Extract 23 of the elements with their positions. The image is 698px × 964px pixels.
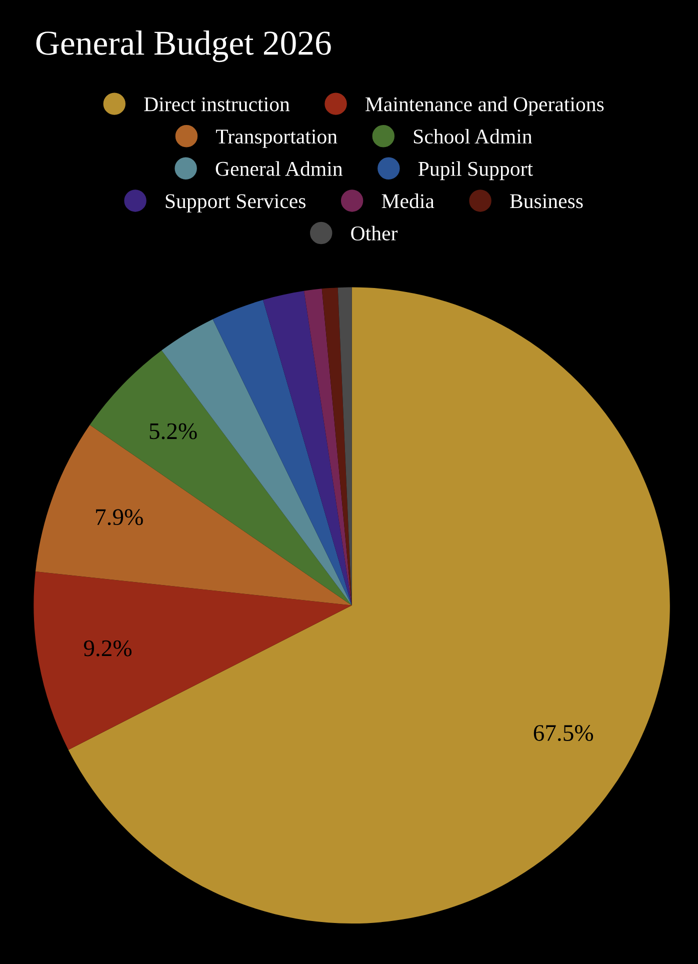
pie-slice: [68, 287, 670, 924]
legend-label: Business: [510, 194, 583, 208]
pie-slice: [263, 290, 352, 606]
pie-slice: [34, 571, 352, 750]
data-label: 5.2%: [150, 423, 197, 440]
legend-label: Pupil Support: [418, 161, 533, 180]
legend-label: Transportation: [216, 130, 338, 148]
pie-slice: [322, 288, 352, 606]
pie-slice: [90, 350, 352, 606]
legend-label: General Admin: [216, 161, 343, 176]
pie-slice: [35, 424, 352, 606]
pie-slice: [338, 287, 352, 606]
data-label: 9.2%: [84, 640, 132, 656]
legend-label: Maintenance and Operations: [366, 96, 604, 116]
legend-label: Media: [382, 194, 434, 208]
data-label: 67.5%: [534, 725, 594, 742]
pie-slice: [212, 300, 352, 606]
chart-title: General Budget 2026: [36, 30, 331, 62]
legend-label: Support Services: [166, 194, 306, 212]
legend-label: Direct instruction: [144, 97, 290, 112]
legend-label: School Admin: [414, 128, 532, 144]
legend-label: Other: [351, 226, 398, 240]
data-label: 7.9%: [96, 509, 143, 526]
